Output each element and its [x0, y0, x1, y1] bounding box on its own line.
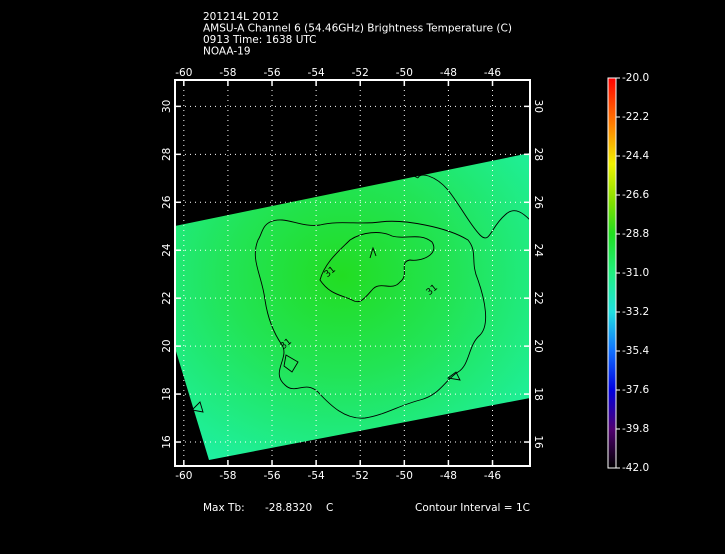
x-tick-label: -46 [484, 470, 501, 482]
y-tick-label-right: 22 [532, 291, 544, 304]
colorbar-tick-label: -33.2 [622, 306, 649, 318]
colorbar-tick-label: -42.0 [622, 462, 649, 474]
y-tick-label: 18 [161, 387, 173, 400]
colorbar-tick-label: -24.4 [622, 150, 649, 162]
footer-contour: Contour Interval = 1C [415, 502, 530, 514]
x-tick-label: -58 [219, 470, 236, 482]
x-tick-label-top: -56 [263, 67, 280, 79]
title-line: NOAA-19 [203, 46, 251, 58]
y-tick-label-right: 24 [532, 244, 544, 258]
footer-value: -28.8320 [265, 502, 312, 514]
y-tick-label-right: 28 [532, 148, 544, 161]
y-tick-label: 28 [161, 148, 173, 161]
y-tick-label-right: 16 [532, 435, 544, 449]
x-tick-label-top: -54 [308, 67, 325, 79]
title-line: 201214L 2012 [203, 11, 279, 23]
y-tick-label-right: 30 [532, 100, 544, 113]
x-tick-label: -56 [263, 470, 280, 482]
title-line: AMSU-A Channel 6 (54.46GHz) Brightness T… [203, 23, 512, 35]
y-tick-label-right: 20 [532, 339, 544, 352]
contour-line [191, 246, 461, 413]
plot-frame [174, 79, 531, 467]
y-tick-label: 24 [161, 243, 173, 257]
x-tick-label: -48 [440, 470, 457, 482]
colorbar-tick-label: -31.0 [622, 267, 649, 279]
x-tick-label-top: -60 [175, 67, 192, 79]
colorbar-tick-label: -37.6 [622, 384, 649, 396]
x-tick-label-top: -50 [396, 67, 413, 79]
y-tick-label: 16 [161, 435, 173, 449]
y-tick-label-right: 18 [532, 387, 544, 400]
y-tick-label-right: 26 [532, 196, 544, 210]
colorbar-tick-label: -26.6 [622, 189, 649, 201]
y-tick-label: 22 [161, 291, 173, 304]
contour-line [254, 219, 487, 419]
colorbar-tick-label: -39.8 [622, 423, 649, 435]
title-line: 0913 Time: 1638 UTC [203, 34, 317, 46]
x-tick-label: -54 [308, 470, 325, 482]
contours [191, 171, 531, 419]
contour-line [257, 171, 531, 239]
footer-label: Max Tb: [203, 502, 245, 514]
axes: -60 -60 -58 -58 -56 -56 -54 -54 -52 -52 -50 -50 -48 -… [161, 67, 544, 482]
colorbar-tick-label: -20.0 [622, 72, 649, 84]
x-tick-label: -60 [175, 470, 192, 482]
footer-unit: C [326, 502, 333, 514]
colorbar-ticks: -20.0 -22.2 -24.4 -26.6 -28.8 -31.0 -33.2 -35.4… [616, 72, 649, 474]
colorbar-tick-label: -22.2 [622, 111, 649, 123]
x-tick-label-top: -52 [352, 67, 369, 79]
colorbar [607, 77, 617, 469]
x-tick-label: -50 [396, 470, 413, 482]
x-tick-label-top: -58 [219, 67, 236, 79]
x-tick-label-top: -48 [440, 67, 457, 79]
y-tick-label: 30 [161, 100, 173, 113]
x-tick-label-top: -46 [484, 67, 501, 79]
y-tick-label: 20 [161, 339, 173, 352]
x-tick-label: -52 [352, 470, 369, 482]
colorbar-tick-label: -35.4 [622, 345, 649, 357]
swath [175, 153, 530, 460]
colorbar-tick-label: -28.8 [622, 228, 649, 240]
y-tick-label: 26 [161, 195, 173, 209]
contour-line [319, 232, 435, 303]
